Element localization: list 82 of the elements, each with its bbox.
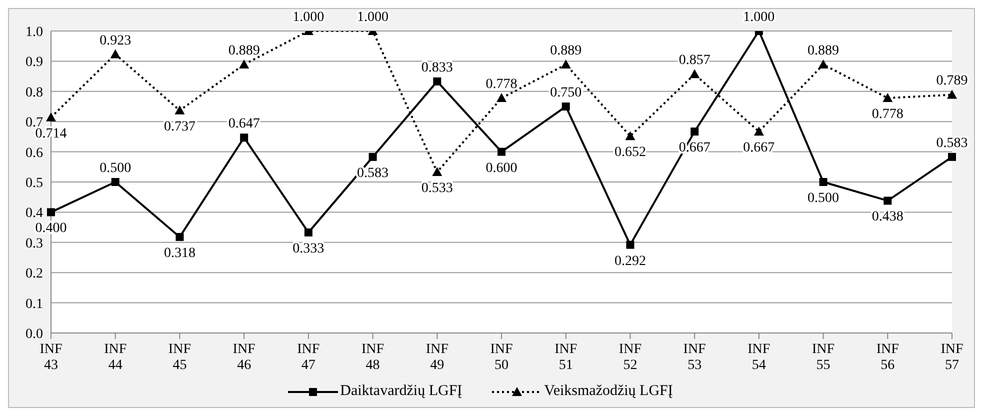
data-label: 0.778 (872, 107, 904, 122)
x-tick-label: INF 44 (104, 342, 127, 373)
data-label: 0.833 (421, 60, 453, 76)
data-label: 0.292 (614, 254, 646, 269)
data-label: 0.857 (678, 53, 710, 68)
point (47, 208, 55, 216)
data-label: 0.438 (872, 210, 904, 225)
data-label: 0.500 (808, 191, 840, 206)
data-label: 1.000 (357, 10, 389, 25)
y-tick-label: 0.5 (26, 176, 43, 191)
point (562, 102, 570, 110)
x-tick-label: INF 45 (168, 342, 192, 373)
point (110, 49, 120, 58)
data-label: 0.600 (486, 160, 518, 176)
x-tick-label: INF 48 (362, 342, 384, 373)
point (626, 240, 634, 249)
x-tick-label: INF 55 (812, 342, 835, 373)
point (433, 77, 442, 86)
data-label: 0.789 (936, 74, 968, 89)
point (46, 112, 56, 122)
data-label: 0.500 (100, 161, 132, 176)
data-label: 0.400 (35, 221, 67, 236)
point (690, 128, 699, 136)
y-tick-label: 0.8 (26, 85, 43, 100)
point (560, 60, 571, 69)
x-tick-label: INF 53 (683, 342, 706, 373)
point (625, 131, 636, 140)
point (240, 134, 248, 142)
legend-label: Daiktavardžių LGFĮ (340, 383, 462, 400)
y-tick-label: 0.1 (26, 296, 43, 312)
data-label: 0.737 (164, 119, 196, 134)
point (884, 196, 892, 205)
y-tick-label: 0.6 (26, 146, 43, 161)
point (176, 232, 184, 241)
data-label: 0.923 (100, 33, 132, 48)
point (882, 93, 893, 102)
point (819, 178, 828, 186)
point (304, 228, 312, 236)
point (239, 60, 250, 69)
data-label: 0.318 (164, 246, 196, 261)
point (947, 90, 957, 99)
y-tick-label: 0.3 (26, 236, 43, 252)
point (174, 105, 185, 114)
point (818, 60, 828, 69)
point (498, 148, 506, 156)
x-tick-label: INF 54 (748, 342, 770, 373)
x-tick-label: INF 43 (40, 342, 62, 373)
point (432, 167, 442, 176)
x-tick-label: INF 46 (232, 342, 256, 373)
data-label: 1.000 (292, 10, 324, 25)
x-tick-label: INF 50 (490, 342, 513, 373)
data-label: 0.667 (743, 140, 775, 156)
y-tick-label: 0.4 (26, 206, 43, 222)
point (754, 126, 764, 136)
data-label: 0.889 (228, 44, 260, 59)
legend-label: Veiksmažodžių LGFĮ (544, 383, 673, 400)
y-tick-label: 0.2 (26, 266, 43, 282)
data-label: 0.583 (936, 136, 968, 151)
data-label: 0.333 (292, 241, 324, 256)
point (368, 152, 377, 161)
y-tick-label: 1.0 (26, 24, 43, 40)
x-tick-label: INF 56 (876, 342, 900, 373)
x-tick-label: INF 49 (426, 342, 449, 373)
x-tick-label: INF 52 (618, 342, 642, 373)
y-tick-label: 0.0 (26, 326, 43, 342)
data-label: 0.647 (228, 116, 260, 132)
y-tick-label: 0.9 (26, 55, 43, 70)
x-tick-label: INF 51 (554, 342, 578, 373)
point (948, 152, 956, 161)
x-tick-label: INF 57 (940, 342, 964, 373)
data-label: 0.652 (614, 145, 646, 160)
x-tick-label: INF 47 (297, 342, 320, 373)
data-label: 0.778 (486, 77, 518, 92)
point (690, 69, 700, 78)
data-label: 0.889 (550, 44, 582, 59)
data-label: 1.000 (743, 10, 775, 25)
point (111, 178, 120, 186)
data-label: 0.750 (550, 86, 582, 100)
point (496, 93, 506, 102)
data-label: 0.889 (808, 44, 840, 59)
data-label: 0.533 (421, 181, 453, 196)
data-label: 0.583 (357, 166, 389, 181)
